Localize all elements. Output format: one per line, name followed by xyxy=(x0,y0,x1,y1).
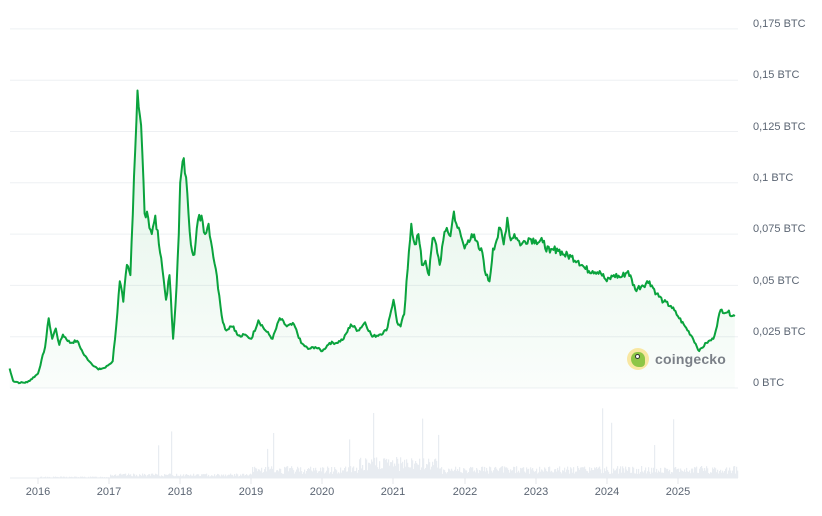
gecko-logo-icon xyxy=(627,348,649,370)
y-axis-label: 0,125 BTC xyxy=(753,121,806,133)
y-axis-label: 0,15 BTC xyxy=(753,69,800,81)
x-axis-label: 2024 xyxy=(594,486,620,498)
y-axis-label: 0 BTC xyxy=(753,377,785,389)
x-axis-label: 2025 xyxy=(665,486,691,498)
watermark-brand: coingecko xyxy=(655,351,727,367)
y-axis-label: 0,175 BTC xyxy=(753,18,806,30)
x-axis-ticks xyxy=(37,478,679,484)
x-axis-label: 2019 xyxy=(238,486,264,498)
x-axis-label: 2018 xyxy=(167,486,193,498)
x-axis-label: 2016 xyxy=(25,486,51,498)
x-axis-label: 2022 xyxy=(452,486,478,498)
x-axis-label: 2020 xyxy=(309,486,335,498)
x-axis-label: 2023 xyxy=(523,486,549,498)
y-axis-label: 0,05 BTC xyxy=(753,275,800,287)
y-axis-label: 0,025 BTC xyxy=(753,326,806,338)
y-axis-label: 0,075 BTC xyxy=(753,223,806,235)
price-line[interactable] xyxy=(8,89,736,385)
coingecko-watermark: coingecko xyxy=(627,348,726,370)
x-axis-label: 2021 xyxy=(380,486,406,498)
y-axis-label: 0,1 BTC xyxy=(753,172,794,184)
volume-bars xyxy=(10,408,739,479)
x-axis-label: 2017 xyxy=(96,486,122,498)
price-area-fill xyxy=(9,90,735,388)
